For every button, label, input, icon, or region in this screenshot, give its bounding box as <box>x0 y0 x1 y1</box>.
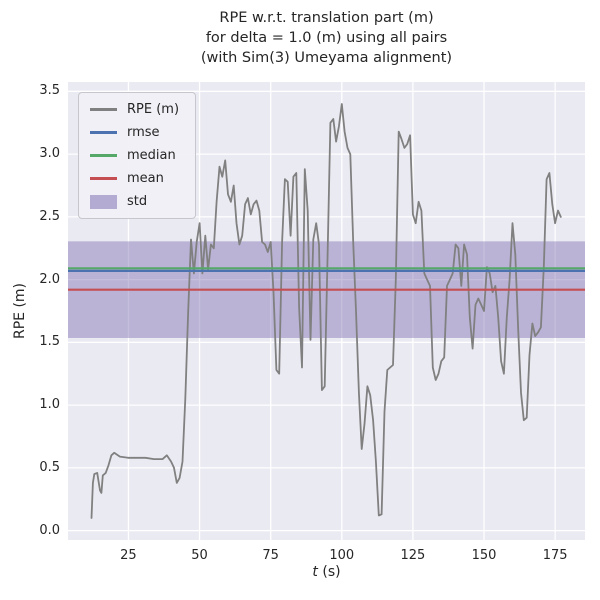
y-tick-label: 2.5 <box>39 208 60 224</box>
x-tick-label: 150 <box>471 548 497 563</box>
y-tick-label: 1.0 <box>39 397 60 413</box>
x-tick-label: 75 <box>262 548 279 563</box>
y-tick-label: 3.5 <box>39 83 60 99</box>
legend-label: rmse <box>127 125 160 140</box>
x-axis-label-units: (s) <box>317 564 341 580</box>
legend-label: RPE (m) <box>127 102 180 117</box>
legend-item: rmse <box>90 125 179 140</box>
legend-line-swatch <box>90 108 117 111</box>
legend-item: mean <box>90 171 179 186</box>
x-tick-label: 125 <box>400 548 426 563</box>
y-tick-label: 0.0 <box>39 522 60 538</box>
legend-item: RPE (m) <box>90 102 179 117</box>
x-tick-label: 25 <box>120 548 137 563</box>
chart-title: RPE w.r.t. translation part (m) for delt… <box>68 8 585 68</box>
y-tick-label: 3.0 <box>39 146 60 162</box>
legend-line-swatch <box>90 131 117 134</box>
legend-patch-swatch <box>90 194 117 209</box>
legend-item: std <box>90 194 179 209</box>
legend-label: std <box>127 194 148 209</box>
x-tick-label: 175 <box>542 548 568 563</box>
y-tick-label: 0.5 <box>39 459 60 475</box>
legend-line-swatch <box>90 177 117 180</box>
legend-item: median <box>90 148 179 163</box>
x-tick-label: 50 <box>191 548 208 563</box>
x-axis-label: t (s) <box>68 564 585 580</box>
legend-label: median <box>127 148 176 163</box>
legend-label: mean <box>127 171 164 186</box>
chart-title-line3: (with Sim(3) Umeyama alignment) <box>200 50 453 66</box>
x-axis-label-variable: t <box>312 564 318 580</box>
legend: RPE (m) rmse median mean std <box>78 92 197 219</box>
legend-line-swatch <box>90 154 117 157</box>
x-tick-label: 100 <box>329 548 355 563</box>
y-tick-label: 1.5 <box>39 334 60 350</box>
chart-title-line1: RPE w.r.t. translation part (m) <box>219 10 434 26</box>
y-axis-label: RPE (m) <box>12 282 28 340</box>
chart-title-line2: for delta = 1.0 (m) using all pairs <box>205 30 448 46</box>
y-tick-label: 2.0 <box>39 271 60 287</box>
